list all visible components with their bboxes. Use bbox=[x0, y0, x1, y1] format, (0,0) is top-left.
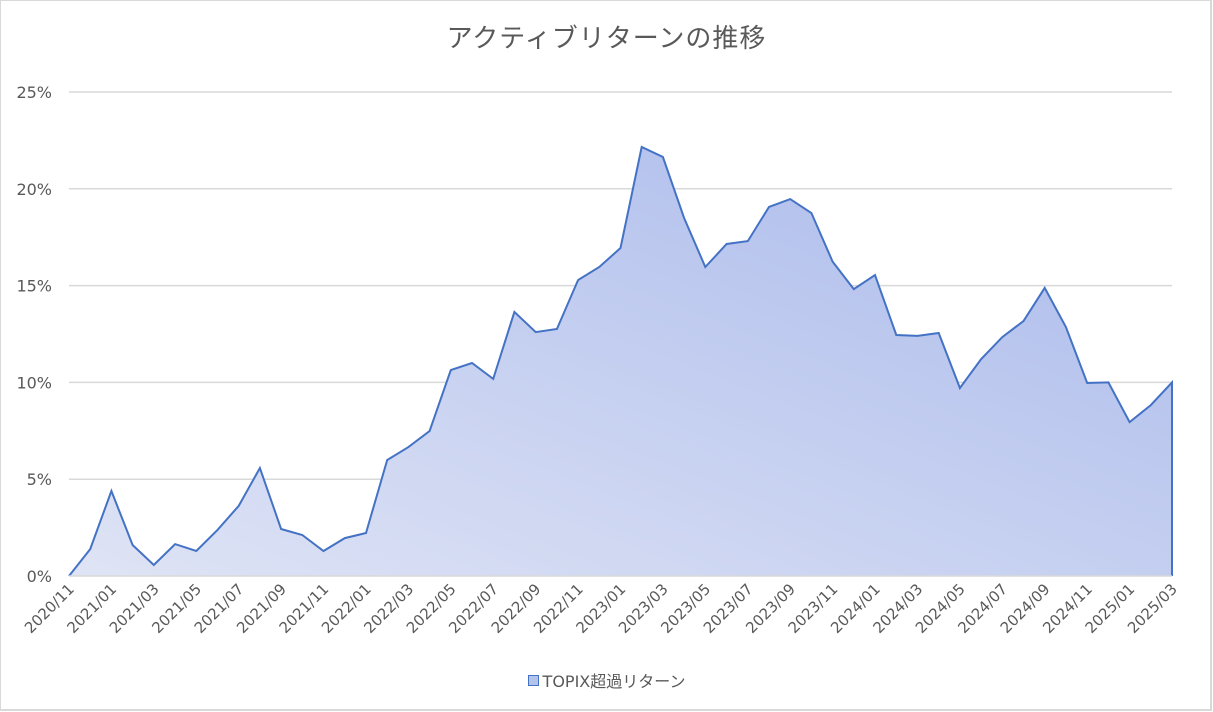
legend-label: TOPIX超過リターン bbox=[542, 672, 686, 691]
y-axis-labels: 0% 5% 10% 15% 20% 25% bbox=[16, 83, 52, 586]
y-tick-label: 5% bbox=[27, 470, 52, 489]
chart-title: アクティブリターンの推移 bbox=[446, 24, 767, 54]
y-tick-label: 15% bbox=[16, 277, 52, 296]
area-series-fill bbox=[69, 147, 1172, 576]
area-series-line bbox=[68, 145, 1173, 577]
y-tick-label: 10% bbox=[16, 373, 52, 392]
legend: TOPIX超過リターン bbox=[0, 668, 1213, 692]
x-axis-labels: 2020/112021/012021/032021/052021/072021/… bbox=[21, 580, 1181, 637]
y-tick-label: 0% bbox=[27, 567, 52, 586]
y-tick-label: 20% bbox=[16, 180, 52, 199]
y-tick-label: 25% bbox=[16, 83, 52, 102]
legend-swatch-icon bbox=[527, 674, 539, 686]
